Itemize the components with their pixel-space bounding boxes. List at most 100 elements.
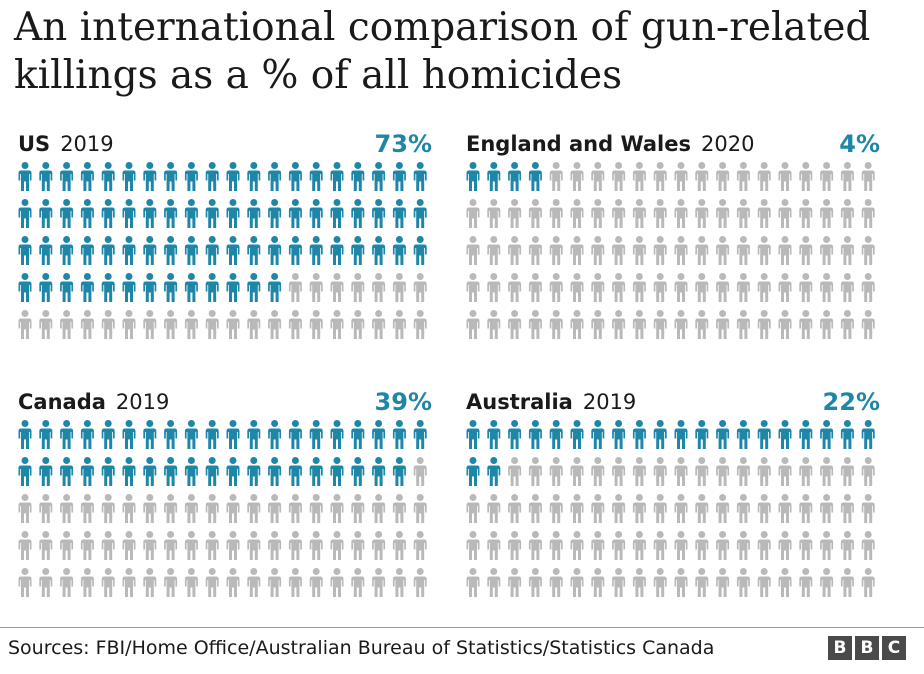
person-icon-highlighted: [122, 236, 136, 265]
person-icon: [612, 199, 626, 228]
person-icon-highlighted: [39, 457, 53, 486]
person-icon: [487, 568, 501, 597]
person-icon-highlighted: [861, 420, 875, 449]
person-icon: [799, 457, 813, 486]
person-icon-highlighted: [268, 420, 282, 449]
person-icon-highlighted: [695, 420, 709, 449]
person-icon: [799, 236, 813, 265]
person-icon: [612, 236, 626, 265]
person-icon-highlighted: [247, 236, 261, 265]
person-icon-highlighted: [18, 273, 32, 302]
person-icon: [861, 273, 875, 302]
person-icon-highlighted: [487, 420, 501, 449]
person-icon: [466, 494, 480, 523]
person-icon: [736, 494, 750, 523]
person-icon-highlighted: [570, 420, 584, 449]
person-icon: [674, 568, 688, 597]
person-icon: [164, 568, 178, 597]
percent-label: 73%: [374, 130, 432, 158]
bbc-logo-letter: B: [855, 636, 879, 660]
person-icon: [757, 162, 771, 191]
person-icon: [268, 310, 282, 339]
person-icon-highlighted: [39, 236, 53, 265]
person-icon: [351, 568, 365, 597]
person-icon: [528, 273, 542, 302]
person-icon-highlighted: [528, 420, 542, 449]
person-icon: [736, 568, 750, 597]
person-icon-highlighted: [268, 273, 282, 302]
person-icon: [695, 457, 709, 486]
person-icon: [632, 273, 646, 302]
person-icon: [508, 531, 522, 560]
person-icon-highlighted: [101, 457, 115, 486]
person-icon: [757, 457, 771, 486]
person-icon-highlighted: [612, 420, 626, 449]
person-icon-highlighted: [653, 420, 667, 449]
person-icon: [695, 162, 709, 191]
person-icon-highlighted: [268, 236, 282, 265]
person-icon: [164, 531, 178, 560]
person-icon: [736, 531, 750, 560]
person-icon: [247, 310, 261, 339]
person-icon-highlighted: [226, 199, 240, 228]
person-icon-highlighted: [143, 199, 157, 228]
person-icon: [164, 494, 178, 523]
person-icon: [695, 494, 709, 523]
person-icon: [247, 568, 261, 597]
person-icon-highlighted: [288, 162, 302, 191]
person-icon: [653, 273, 667, 302]
person-icon-highlighted: [330, 420, 344, 449]
person-icon-highlighted: [392, 199, 406, 228]
person-icon: [653, 568, 667, 597]
person-icon: [413, 531, 427, 560]
person-icon-highlighted: [372, 236, 386, 265]
person-icon: [632, 531, 646, 560]
person-icon: [736, 273, 750, 302]
person-icon: [184, 531, 198, 560]
person-icon: [612, 494, 626, 523]
person-icon: [18, 568, 32, 597]
person-icon: [591, 236, 605, 265]
person-icon-highlighted: [39, 273, 53, 302]
person-icon-highlighted: [549, 420, 563, 449]
person-icon-highlighted: [268, 457, 282, 486]
person-icon: [570, 236, 584, 265]
person-icon: [351, 273, 365, 302]
person-icon-highlighted: [101, 199, 115, 228]
person-icon: [330, 531, 344, 560]
person-icon: [143, 494, 157, 523]
person-icon: [591, 199, 605, 228]
person-icon: [205, 568, 219, 597]
person-icon: [101, 310, 115, 339]
person-icon: [466, 531, 480, 560]
year-label: 2020: [700, 132, 755, 156]
person-icon-highlighted: [184, 236, 198, 265]
person-icon: [226, 310, 240, 339]
person-icon: [508, 494, 522, 523]
panel-header: US 2019 73%: [18, 128, 432, 160]
person-icon: [528, 199, 542, 228]
person-icon-highlighted: [164, 236, 178, 265]
person-icon-highlighted: [372, 420, 386, 449]
person-icon: [122, 310, 136, 339]
person-icon-highlighted: [288, 457, 302, 486]
person-icon-highlighted: [840, 420, 854, 449]
person-icon: [570, 568, 584, 597]
person-icon: [205, 531, 219, 560]
person-icon: [549, 568, 563, 597]
person-icon-highlighted: [122, 162, 136, 191]
person-icon-highlighted: [247, 273, 261, 302]
person-icon-highlighted: [226, 162, 240, 191]
person-icon-highlighted: [799, 420, 813, 449]
person-icon-highlighted: [205, 457, 219, 486]
person-icon: [570, 199, 584, 228]
person-icon: [487, 199, 501, 228]
panel-us: US 2019 73%: [18, 128, 432, 339]
person-icon: [330, 273, 344, 302]
person-icon-highlighted: [143, 420, 157, 449]
person-icon-highlighted: [392, 162, 406, 191]
person-icon: [413, 273, 427, 302]
person-icon: [508, 273, 522, 302]
person-icon-highlighted: [508, 162, 522, 191]
person-icon: [122, 568, 136, 597]
